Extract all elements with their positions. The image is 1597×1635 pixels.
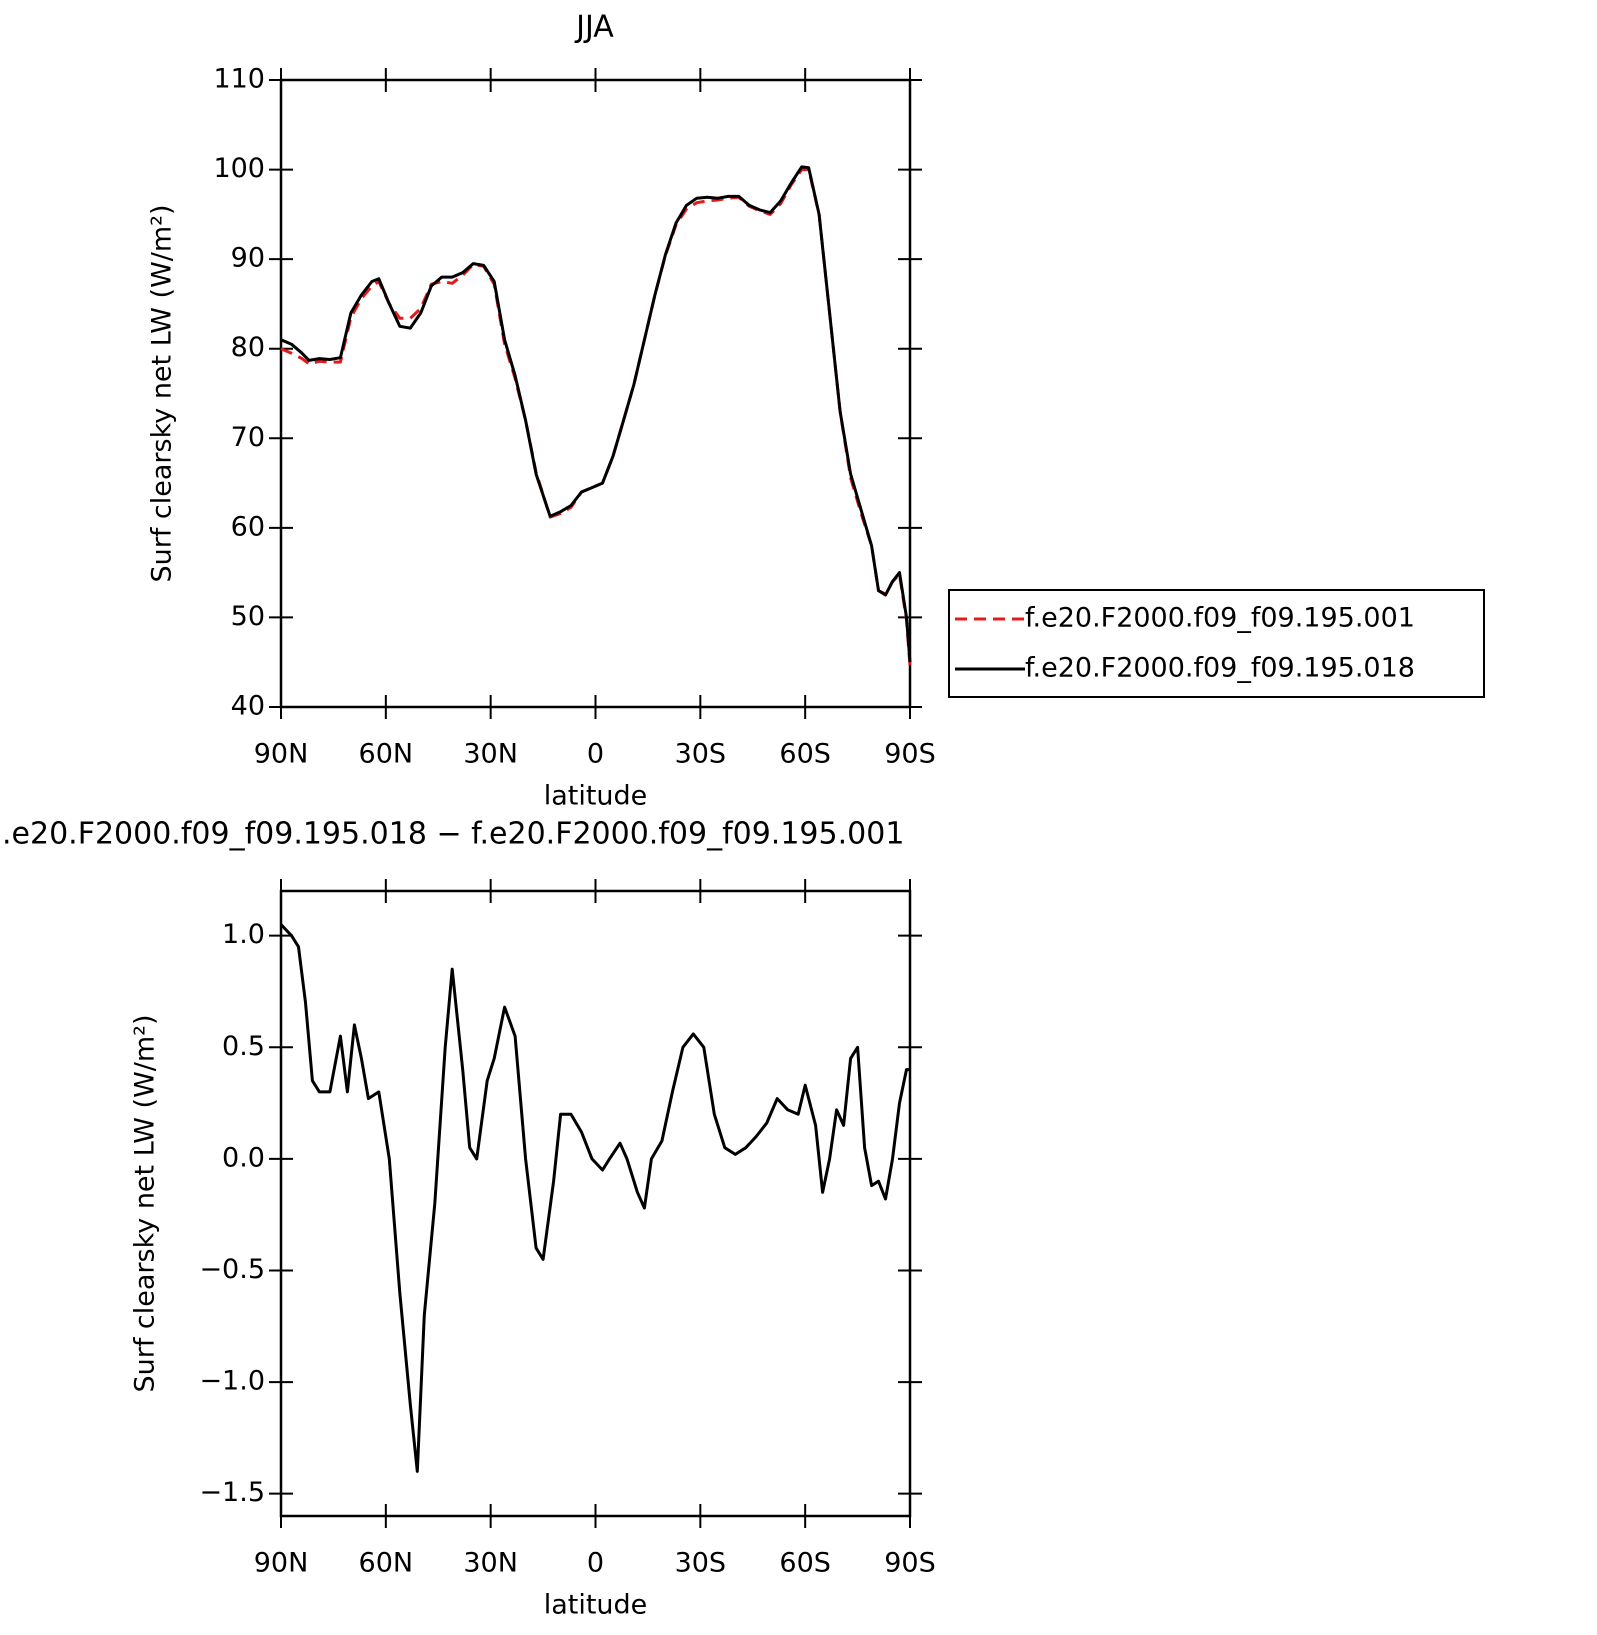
y-tick-label: 100: [213, 153, 265, 184]
x-tick-label: 0: [587, 739, 604, 770]
x-tick-label: 90N: [254, 1548, 309, 1579]
y-tick-label: 1.0: [222, 919, 265, 950]
x-tick-label: 60S: [779, 739, 831, 770]
x-axis-label: latitude: [544, 1590, 648, 1621]
x-tick-label: 30S: [675, 739, 727, 770]
legend-label: f.e20.F2000.f09_f09.195.018: [1025, 653, 1415, 684]
x-tick-label: 60N: [359, 1548, 414, 1579]
y-tick-label: 40: [231, 691, 265, 722]
y-tick-label: 60: [231, 511, 265, 542]
x-tick-label: 30N: [463, 739, 518, 770]
y-tick-label: 80: [231, 332, 265, 363]
data-line: [280, 165, 912, 663]
y-tick-label: 0.5: [222, 1031, 265, 1062]
x-tick-label: 90N: [254, 739, 309, 770]
chart-title: .e20.F2000.f09_f09.195.018 − f.e20.F2000…: [2, 817, 904, 852]
data-line: [280, 168, 912, 666]
x-tick-label: 60N: [359, 739, 414, 770]
x-tick-label: 30N: [463, 1548, 518, 1579]
y-axis-label: Surf clearsky net LW (W/m²): [130, 1014, 161, 1392]
y-tick-label: −1.5: [199, 1477, 265, 1508]
y-axis-label: Surf clearsky net LW (W/m²): [147, 204, 178, 582]
x-axis-label: latitude: [544, 781, 648, 812]
x-tick-label: 90S: [884, 1548, 936, 1579]
y-tick-label: 110: [213, 64, 265, 95]
y-tick-label: −1.0: [199, 1366, 265, 1397]
chart-title: JJA: [574, 10, 614, 45]
data-line: [279, 923, 910, 1473]
y-tick-label: 0.0: [222, 1142, 265, 1173]
y-tick-label: 50: [231, 601, 265, 632]
x-tick-label: 60S: [779, 1548, 831, 1579]
x-tick-label: 90S: [884, 739, 936, 770]
x-tick-label: 0: [587, 1548, 604, 1579]
plot-frame: [279, 78, 912, 709]
plot-frame: [279, 889, 912, 1518]
legend-label: f.e20.F2000.f09_f09.195.001: [1025, 603, 1415, 634]
x-tick-label: 30S: [675, 1548, 727, 1579]
y-tick-label: 90: [231, 243, 265, 274]
y-tick-label: −0.5: [199, 1254, 265, 1285]
y-tick-label: 70: [231, 422, 265, 453]
legend-box: [948, 589, 1485, 698]
